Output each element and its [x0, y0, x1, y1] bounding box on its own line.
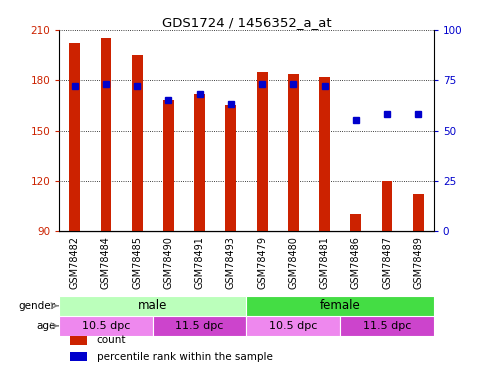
Text: gender: gender: [18, 301, 55, 311]
Bar: [246, 296, 434, 316]
Bar: [351, 214, 361, 231]
Text: male: male: [138, 299, 168, 312]
Bar: [225, 105, 236, 231]
Text: GSM78484: GSM78484: [101, 236, 111, 289]
Bar: [413, 194, 423, 231]
Bar: [132, 55, 142, 231]
Bar: [70, 352, 87, 361]
Bar: [59, 296, 246, 316]
Text: 10.5 dpc: 10.5 dpc: [269, 321, 317, 331]
Text: GSM78491: GSM78491: [195, 236, 205, 289]
Bar: [382, 181, 392, 231]
Text: GSM78482: GSM78482: [70, 236, 80, 289]
Text: GSM78481: GSM78481: [319, 236, 329, 289]
Text: GSM78479: GSM78479: [257, 236, 267, 289]
Text: GSM78489: GSM78489: [413, 236, 423, 289]
Bar: [246, 316, 340, 336]
Text: GSM78486: GSM78486: [351, 236, 361, 289]
Bar: [340, 316, 434, 336]
Text: 11.5 dpc: 11.5 dpc: [363, 321, 411, 331]
Bar: [257, 72, 268, 231]
Bar: [194, 94, 205, 231]
Bar: [319, 77, 330, 231]
Text: 10.5 dpc: 10.5 dpc: [82, 321, 130, 331]
Bar: [101, 38, 111, 231]
Text: 11.5 dpc: 11.5 dpc: [176, 321, 224, 331]
Bar: [153, 316, 246, 336]
Bar: [70, 336, 87, 345]
Text: percentile rank within the sample: percentile rank within the sample: [97, 352, 273, 362]
Bar: [288, 74, 299, 231]
Text: GSM78487: GSM78487: [382, 236, 392, 289]
Bar: [70, 44, 80, 231]
Bar: [163, 100, 174, 231]
Text: GSM78490: GSM78490: [164, 236, 174, 289]
Text: count: count: [97, 335, 126, 345]
Bar: [59, 316, 153, 336]
Text: GSM78493: GSM78493: [226, 236, 236, 289]
Text: age: age: [36, 321, 55, 331]
Text: GSM78485: GSM78485: [132, 236, 142, 289]
Text: GSM78480: GSM78480: [288, 236, 298, 289]
Text: female: female: [320, 299, 360, 312]
Title: GDS1724 / 1456352_a_at: GDS1724 / 1456352_a_at: [162, 16, 331, 29]
